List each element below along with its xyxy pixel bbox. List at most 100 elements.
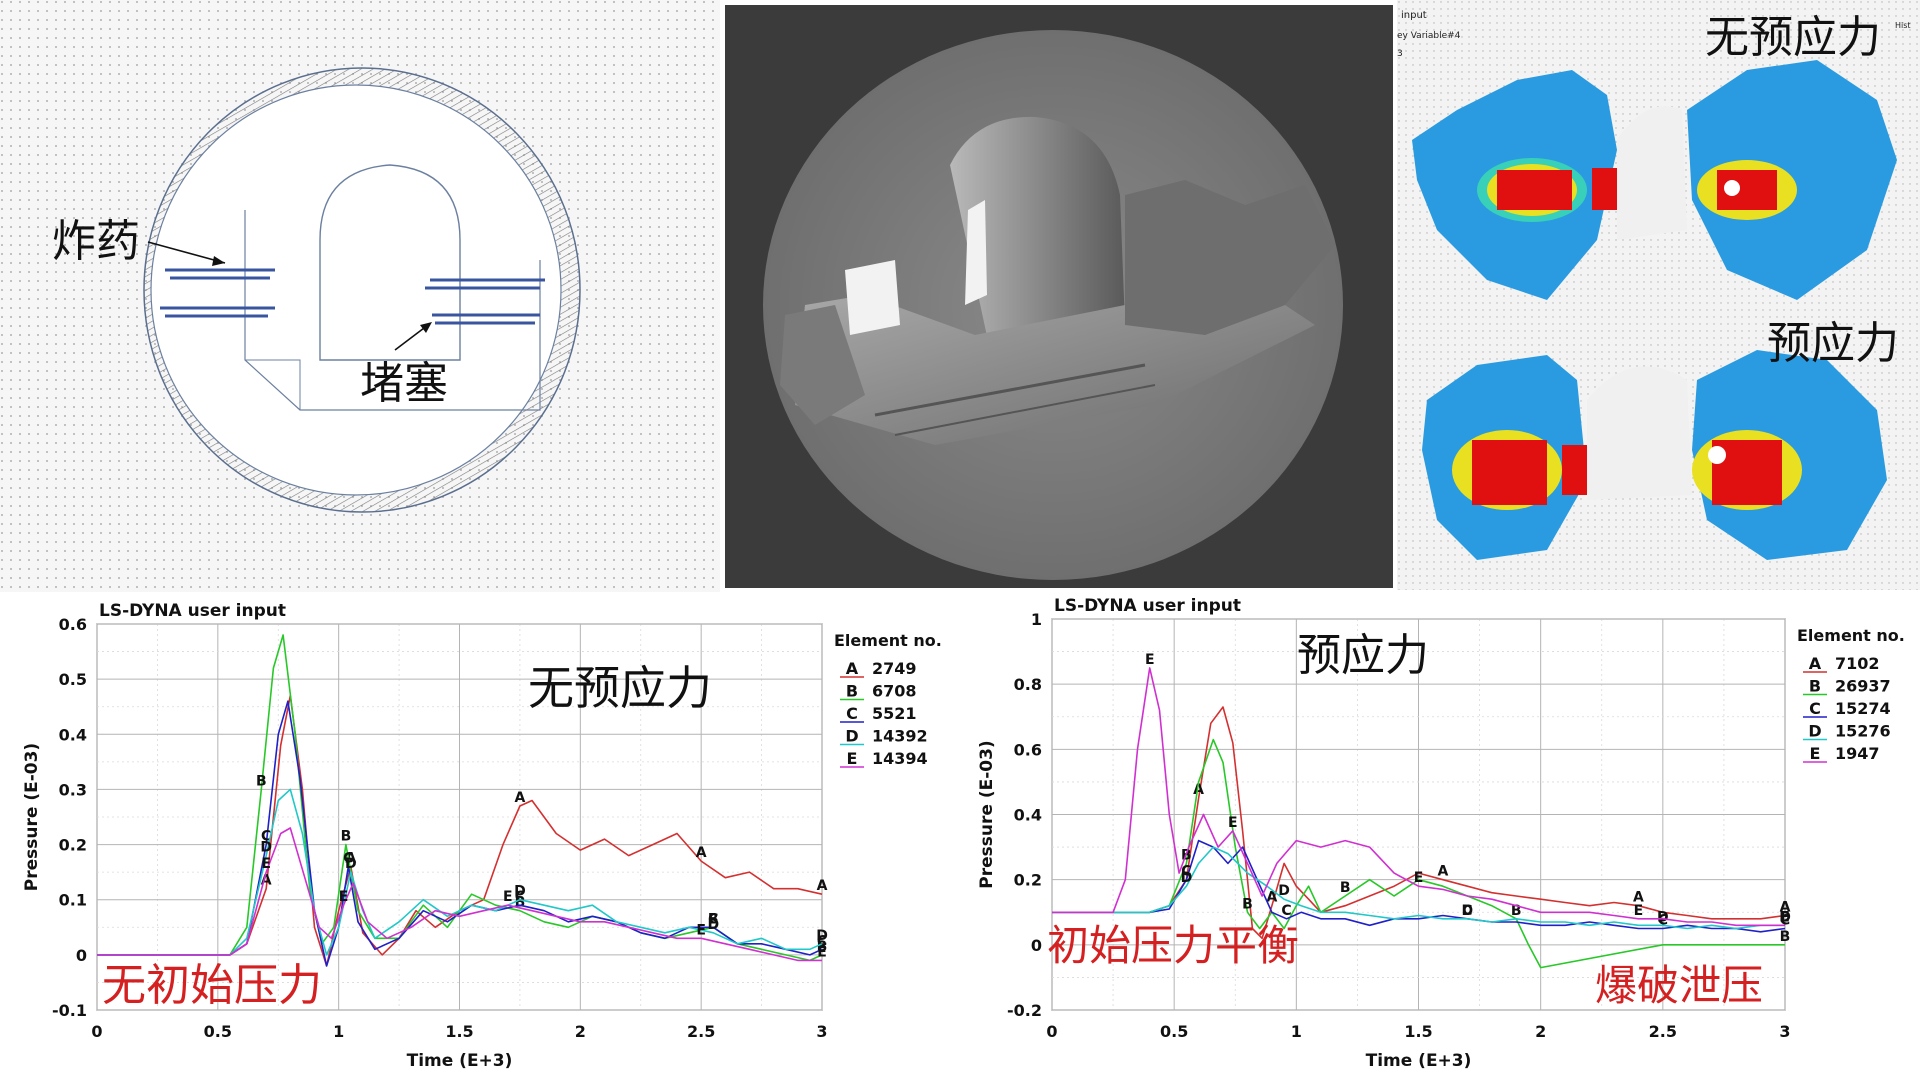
legend-title: Element no. (834, 631, 942, 650)
chart-annotation: 爆破泄压 (1595, 961, 1763, 1010)
pressure-contour-comparison-panel: input ey Variable#4 3 Hist (1397, 0, 1920, 590)
legend-element-number: 15274 (1835, 699, 1891, 718)
stemming-label: 堵塞 (360, 358, 448, 409)
x-tick-label: 1.5 (1404, 1022, 1432, 1041)
legend-letter: A (846, 659, 859, 678)
y-tick-label: 0.5 (59, 670, 87, 689)
explosive-arrowhead (212, 256, 225, 266)
series-marker-label: D (1657, 909, 1669, 925)
series-marker-label: C (1281, 903, 1291, 919)
y-tick-label: 0 (76, 946, 87, 965)
y-tick-label: 0.4 (59, 725, 87, 744)
tunnel-mesh-model: 炸药 堵塞 (0, 0, 720, 592)
series-marker-label: B (1340, 880, 1351, 896)
series-marker-label: C (1181, 864, 1191, 880)
series-marker-label: B (256, 773, 267, 789)
x-axis-label: Time (E+3) (1366, 1051, 1472, 1071)
pressure-contour-view: input ey Variable#4 3 Hist (1397, 0, 1920, 590)
series-marker-label: B (341, 829, 352, 845)
series-marker-label: C (1658, 913, 1668, 929)
contour-prestress (1422, 350, 1887, 560)
legend-element-number: 1947 (1835, 744, 1880, 763)
x-tick-label: 0 (1046, 1022, 1057, 1041)
series-marker-label: C (343, 851, 353, 867)
series-marker-label: A (817, 878, 828, 894)
legend-element-number: 7102 (1835, 654, 1880, 673)
x-tick-label: 3 (1779, 1022, 1790, 1041)
legend-element-number: 26937 (1835, 677, 1891, 696)
contour-corner-text: Hist (1895, 21, 1911, 30)
series-marker-label: E (696, 922, 706, 938)
series-marker-label: E (339, 889, 349, 905)
y-tick-label: 0 (1031, 936, 1042, 955)
tunnel-mesh-model-panel: 炸药 堵塞 (0, 0, 720, 592)
contour-header-line-2: ey Variable#4 (1397, 31, 1461, 41)
series-marker-label: D (260, 840, 272, 856)
pressure-chart-prestress-panel: 0 0.5 1 1.5 2 2.5 3 -0.2 0 0.2 0.4 0.6 0.8 1 LS-DYNA u… (955, 592, 1920, 1078)
x-tick-label: 3 (816, 1022, 827, 1041)
y-tick-label: 0.6 (1014, 740, 1042, 759)
legend-letter: D (1808, 722, 1821, 741)
x-tick-label: 1 (1291, 1022, 1302, 1041)
chart-annotation: 预应力 (1297, 630, 1429, 681)
series-line-e (97, 827, 822, 962)
pressure-chart-no-prestress-panel: 0 0.5 1 1.5 2 2.5 3 -0.1 0 0.1 0.2 0.3 0.4 0.5 0.6 LS-D… (0, 592, 955, 1078)
series-marker-label: A (345, 851, 356, 867)
legend-element-number: 14392 (872, 727, 928, 746)
y-tick-label: -0.2 (1007, 1001, 1042, 1020)
legend-element-number: 14394 (872, 749, 928, 768)
floor-channel-line (874, 363, 1146, 417)
chart-title: LS-DYNA user input (99, 601, 286, 621)
y-tick-label: 0.3 (59, 780, 87, 799)
series-marker-label: B (1511, 903, 1522, 919)
y-tick-label: 0.1 (59, 891, 87, 910)
legend-letter: B (846, 682, 858, 701)
chart-annotation: 无预应力 (528, 661, 712, 715)
stemming-arrowhead (420, 322, 432, 333)
legend-letter: E (1810, 744, 1821, 763)
series-line-a (1052, 706, 1786, 940)
stemming-leader-line (394, 324, 429, 351)
y-tick-label: 0.8 (1014, 675, 1042, 694)
series-marker-label: B (708, 911, 719, 927)
x-tick-label: 2.5 (1649, 1022, 1677, 1041)
series-marker-label: A (1193, 782, 1204, 798)
y-tick-label: -0.1 (52, 1001, 87, 1020)
tunnel-arch-shell (950, 116, 1125, 350)
arch-opening (965, 200, 987, 305)
series-marker-label: A (1633, 890, 1644, 906)
series-marker-label: C (261, 829, 271, 845)
contour-label-prestress: 预应力 (1767, 318, 1899, 369)
fractured-rock-left (780, 305, 865, 425)
model-floor-lines (245, 359, 301, 410)
contour-label-no-prestress: 无预应力 (1705, 12, 1881, 63)
explosive-charges-right (425, 278, 545, 325)
series-marker-label: D (514, 884, 526, 900)
chart-annotation: 初始压力平衡 (1047, 921, 1299, 970)
series-marker-label: B (817, 939, 828, 955)
series-marker-label: D (1181, 870, 1193, 886)
contour-header-line-1: input (1401, 10, 1427, 21)
legend-letter: D (845, 727, 858, 746)
floor-opening (845, 260, 900, 335)
fractured-rock-right (1125, 180, 1335, 335)
series-marker-label: C (515, 889, 525, 905)
legend-element-number: 6708 (872, 682, 917, 701)
series-marker-label: C (1780, 913, 1790, 929)
series-marker-label: D (345, 856, 357, 872)
series-marker-label: D (1462, 903, 1474, 919)
y-tick-label: 0.2 (1014, 871, 1042, 890)
legend-element-number: 2749 (872, 659, 917, 678)
x-tick-label: 1.5 (445, 1022, 473, 1041)
series-marker-label: B (1780, 929, 1791, 945)
series-marker-label: A (1266, 890, 1277, 906)
x-tick-label: 2 (575, 1022, 586, 1041)
series-marker-label: D (1278, 883, 1290, 899)
series-marker-label: A (261, 873, 272, 889)
rendered-damage-view (763, 30, 1343, 580)
explosive-label: 炸药 (52, 216, 140, 267)
tunnel-arch-outline (319, 164, 461, 361)
series-line-b (1052, 738, 1785, 969)
series-marker-label: C (708, 911, 718, 927)
